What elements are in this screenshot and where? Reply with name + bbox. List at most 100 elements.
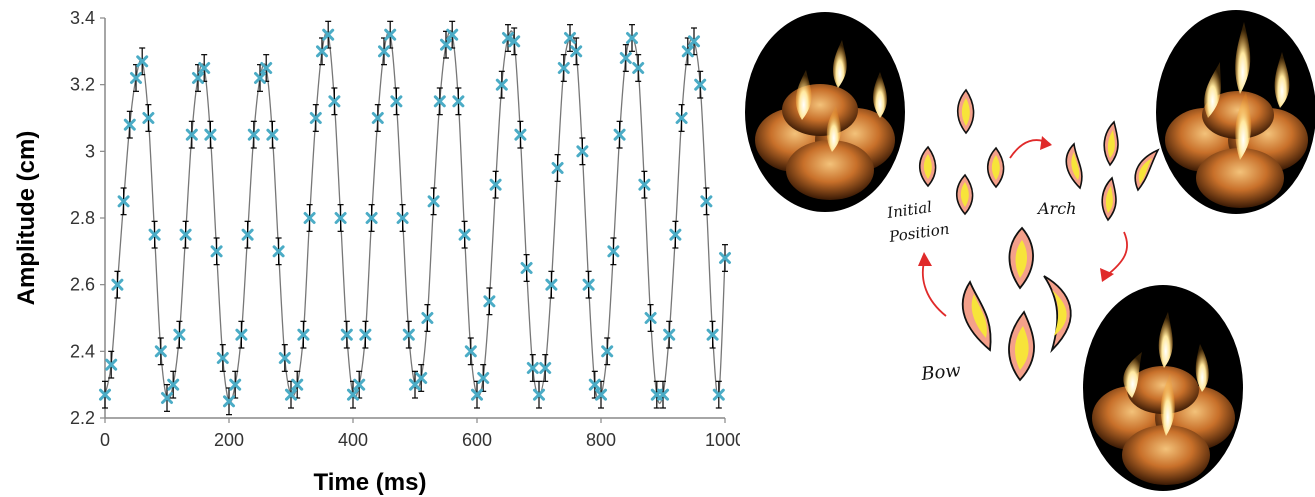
data-point (185, 128, 198, 141)
data-point (626, 32, 638, 44)
chart: 2.2 2.4 2.6 2.8 3 3.2 3.4 0 200 400 600 800 1000 Ti… (13, 8, 740, 496)
data-point (502, 32, 514, 44)
data-point (464, 345, 477, 358)
data-point (161, 392, 173, 404)
x-axis-title: Time (ms) (314, 469, 427, 496)
data-point (700, 195, 713, 208)
cycle-arrows (918, 136, 1128, 317)
data-point (272, 245, 285, 258)
y-tick-label: 2.6 (70, 275, 95, 295)
y-axis-title: Amplitude (cm) (13, 131, 40, 306)
x-tick-label: 800 (586, 430, 616, 450)
data-point (421, 312, 434, 324)
initial-position-sketch (918, 88, 1005, 216)
data-point (564, 32, 576, 44)
x-tick-label: 600 (462, 430, 492, 450)
data-point (223, 395, 235, 408)
data-point (142, 112, 155, 124)
data-point (595, 388, 607, 401)
data-point (130, 72, 142, 84)
data-point (309, 112, 322, 124)
data-point (179, 228, 192, 241)
data-point (483, 295, 496, 308)
candle-flame-diagram: Initial Position Arch Bow (745, 10, 1315, 491)
bow-sketch (961, 226, 1072, 382)
data-point (266, 128, 279, 141)
data-point (675, 112, 688, 124)
data-point (291, 378, 304, 391)
data-point (452, 95, 465, 108)
data-point (99, 388, 111, 401)
x-tick-label: 1000 (705, 430, 740, 450)
plot-area: 2.2 2.4 2.6 2.8 3 3.2 3.4 0 200 400 600 800 1000 (70, 8, 740, 450)
data-point (588, 378, 601, 391)
label-position: Position (887, 220, 950, 246)
data-point (278, 352, 291, 364)
data-point (229, 378, 242, 391)
data-point (254, 72, 266, 84)
data-point (570, 45, 583, 58)
data-point (688, 35, 700, 48)
data-point (154, 345, 167, 358)
data-point (526, 362, 539, 374)
data-point (216, 352, 229, 364)
data-point (619, 52, 632, 64)
data-point (241, 228, 254, 241)
data-point (582, 278, 595, 291)
data-point (477, 372, 490, 384)
data-point (576, 145, 589, 158)
data-point (192, 72, 204, 84)
label-initial: Initial (885, 198, 933, 222)
data-point (471, 388, 483, 401)
data-point (551, 162, 564, 174)
data-point (495, 78, 508, 91)
data-point (353, 378, 366, 391)
data-point (632, 62, 645, 74)
y-axis-ticks: 2.2 2.4 2.6 2.8 3 3.2 3.4 (70, 8, 105, 428)
x-axis-ticks: 0 200 400 600 800 1000 (100, 418, 740, 450)
data-point (663, 328, 676, 341)
data-point (557, 62, 570, 74)
data-point (117, 195, 130, 208)
data-point (322, 28, 335, 41)
y-tick-label: 3.2 (70, 75, 95, 95)
data-point (427, 195, 440, 208)
x-tick-label: 0 (100, 430, 110, 450)
data-point (638, 178, 651, 191)
data-point (303, 212, 316, 224)
data-point (167, 378, 180, 391)
data-point (297, 328, 310, 341)
data-point (111, 278, 124, 291)
label-bow: Bow (919, 360, 962, 385)
data-point (347, 388, 359, 401)
data-point (378, 45, 390, 58)
data-point (105, 358, 118, 371)
data-point (440, 38, 452, 51)
y-tick-label: 3 (85, 141, 95, 161)
data-point (247, 128, 260, 141)
data-point (285, 388, 297, 401)
data-point (520, 262, 533, 274)
candle-photo-bow (1083, 285, 1243, 491)
data-point (384, 28, 397, 41)
data-point (198, 62, 211, 74)
data-point (390, 95, 403, 108)
arch-sketch (1065, 120, 1160, 222)
data-point (681, 45, 694, 58)
data-point (334, 212, 347, 224)
data-point (719, 252, 731, 264)
data-point (136, 55, 149, 68)
y-tick-label: 3.4 (70, 8, 95, 28)
y-tick-label: 2.2 (70, 408, 95, 428)
data-point (712, 388, 725, 401)
data-point (328, 95, 341, 108)
y-tick-label: 2.8 (70, 208, 95, 228)
data-point (706, 328, 719, 341)
data-point (533, 388, 545, 401)
data-point (489, 178, 502, 191)
data-point (433, 95, 446, 108)
data-point (316, 45, 328, 58)
data-point (601, 345, 614, 358)
markers (99, 28, 731, 408)
data-point (396, 212, 409, 224)
